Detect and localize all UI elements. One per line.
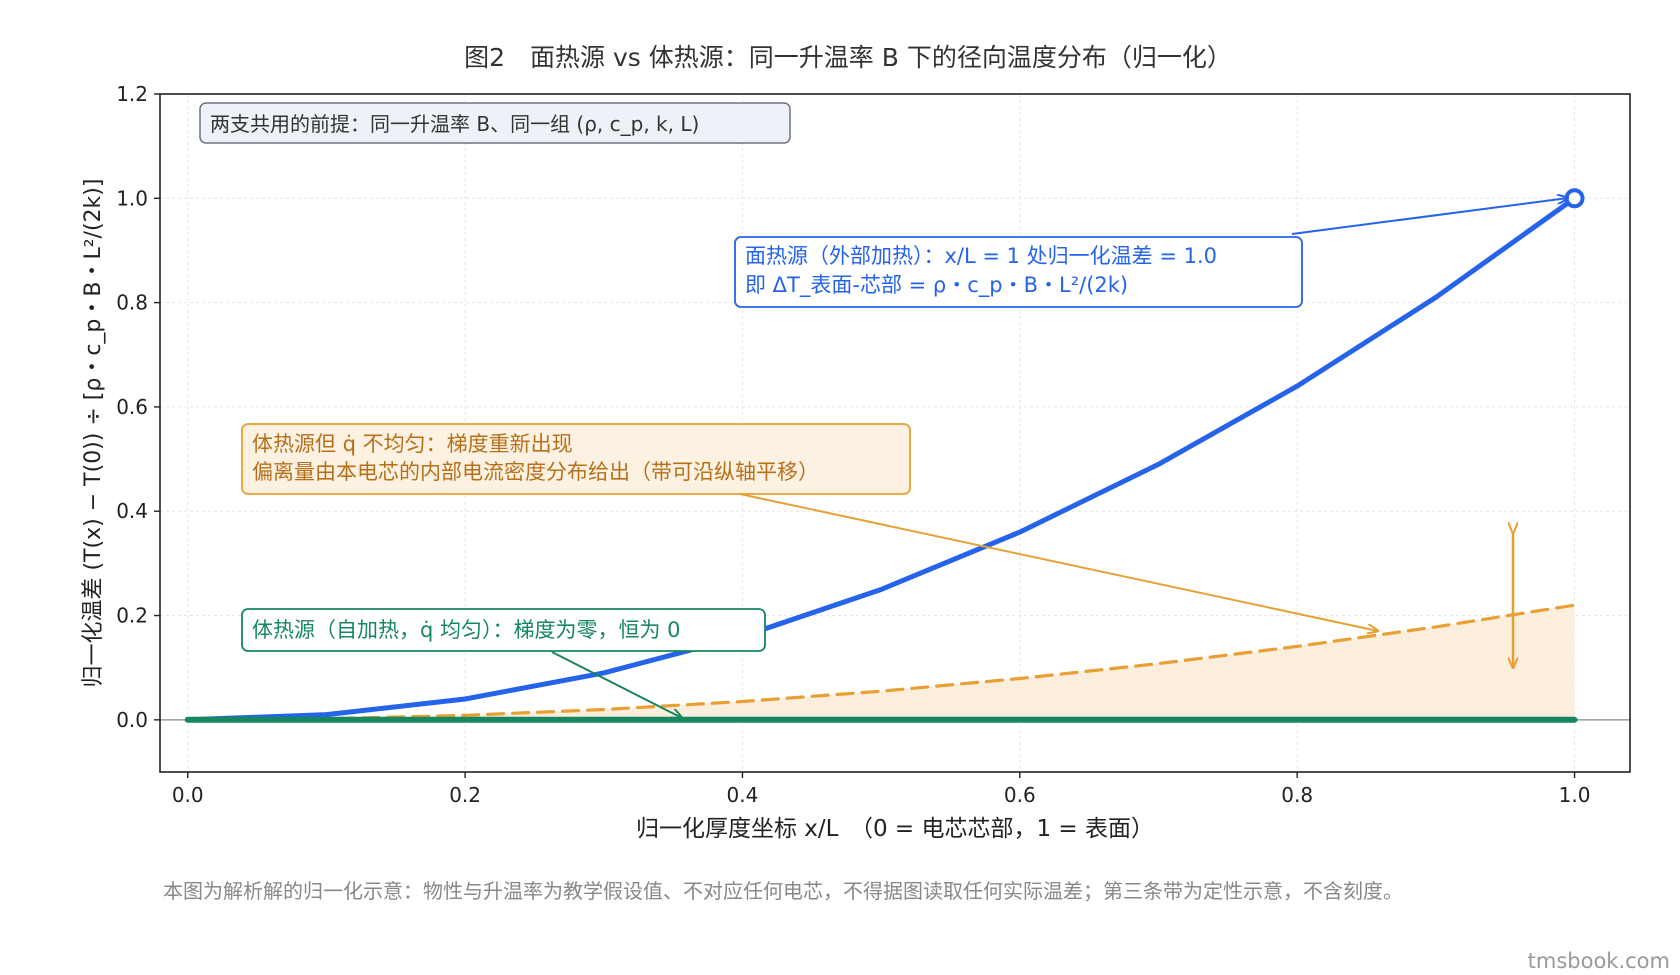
- nonuniform-arrow: [739, 493, 1378, 631]
- x-axis-label: 归一化厚度坐标 x/L （0 = 电芯芯部，1 = 表面）: [636, 816, 1154, 842]
- y-ticks: 0.0 0.2 0.4 0.6 0.8 1.0 1.2: [116, 82, 160, 732]
- y-tick-label: 1.0: [116, 186, 148, 210]
- x-tick-label: 0.0: [172, 783, 204, 807]
- x-tick-label: 0.4: [727, 783, 759, 807]
- series-1-fill: [187, 605, 1575, 720]
- premise-text: 两支共用的前提：同一升温率 B、同一组 (ρ, c_p, k, L): [210, 112, 699, 136]
- y-axis-label: 归一化温差 (T(x) − T(0)) ÷ [ρ・c_p・B・L²/(2k)]: [81, 179, 106, 688]
- y-tick-label: 0.2: [116, 604, 148, 628]
- fill-area: [187, 605, 1575, 720]
- surface-arrow: [1291, 198, 1568, 235]
- uniform-annotation-text: 体热源（自加热，q̇ 均匀）：梯度为零，恒为 0: [252, 618, 681, 642]
- uniform-annotation-box: [241, 608, 766, 652]
- series-0-line: [185, 195, 1577, 723]
- y-tick-label: 0.8: [116, 291, 148, 315]
- x-tick-label: 0.8: [1281, 783, 1313, 807]
- surface-annotation-line1: 面热源（外部加热）：x/L = 1 处归一化温差 = 1.0: [745, 244, 1217, 268]
- series-1-line: [186, 603, 1577, 722]
- chart-title: 图2 面热源 vs 体热源：同一升温率 B 下的径向温度分布（归一化）: [464, 43, 1232, 72]
- y-tick-label: 0.6: [116, 395, 148, 419]
- surface-annotation-box: [734, 236, 1303, 308]
- nonuniform-annotation-line2: 偏离量由本电芯的内部电流密度分布给出（带可沿纵轴平移）: [252, 460, 819, 484]
- series-lines: [184, 188, 1585, 723]
- nonuniform-annotation-box: [241, 423, 911, 495]
- plot-frame: [159, 93, 1631, 773]
- series-0-end-marker: [1564, 188, 1585, 209]
- surface-annotation-line2: 即 ΔT_表面-芯部 = ρ・c_p・B・L²/(2k): [745, 273, 1128, 298]
- y-tick-label: 1.2: [116, 82, 148, 106]
- x-tick-label: 0.6: [1004, 783, 1036, 807]
- footer-note: 本图为解析解的归一化示意：物性与升温率为教学假设值、不对应任何电芯，不得据图读取…: [163, 879, 1403, 903]
- premise-box: [199, 102, 791, 144]
- nonuniform-annotation-line1: 体热源但 q̇ 不均匀：梯度重新出现: [252, 432, 573, 456]
- uniform-arrow: [551, 651, 682, 718]
- x-ticks: 0.0 0.2 0.4 0.6 0.8 1.0: [172, 772, 1591, 807]
- y-tick-label: 0.4: [116, 499, 148, 523]
- x-tick-label: 1.0: [1559, 783, 1591, 807]
- y-tick-label: 0.0: [116, 708, 148, 732]
- watermark: tmsbook.com: [1528, 949, 1670, 973]
- x-tick-label: 0.2: [449, 783, 481, 807]
